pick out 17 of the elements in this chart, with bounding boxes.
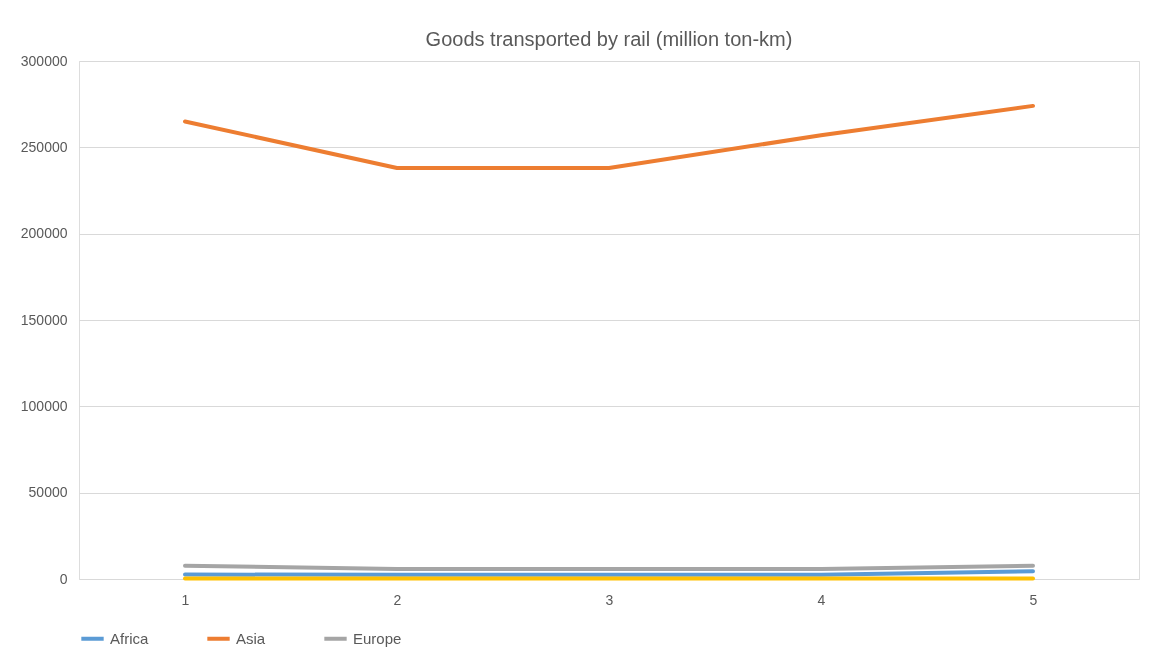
x-tick-label: 3 <box>605 591 614 608</box>
y-tick-label: 100000 <box>20 397 68 414</box>
chart-title: Goods transported by rail (million ton-km) <box>425 28 793 50</box>
y-tick-label: 0 <box>59 570 68 587</box>
x-tick-label: 1 <box>181 591 190 608</box>
legend-label: Asia <box>236 629 266 647</box>
y-tick-label: 300000 <box>20 52 68 69</box>
y-tick-label: 250000 <box>20 138 68 155</box>
y-tick-label: 200000 <box>20 225 68 242</box>
y-tick-label: 150000 <box>20 311 68 328</box>
line-series <box>183 103 1035 171</box>
x-tick-label: 4 <box>817 591 826 608</box>
x-tick-label: 5 <box>1029 591 1038 608</box>
y-tick-label: 50000 <box>28 484 68 501</box>
x-tick-label: 2 <box>393 591 402 608</box>
legend-label: Europe <box>353 629 402 647</box>
legend-label: Africa <box>110 629 149 647</box>
